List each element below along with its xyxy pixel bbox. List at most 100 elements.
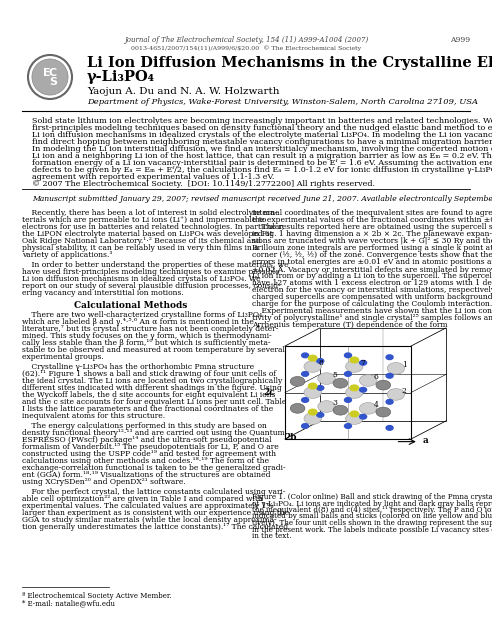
Text: formalism of Vanderbilt.¹⁵ The pseudopotentials for Li, P, and O are: formalism of Vanderbilt.¹⁵ The pseudopot… [22, 443, 279, 451]
Text: 8: 8 [318, 359, 323, 367]
Text: the inequivalent d(8) and c(4) sites,¹¹ respectively. The P and O ions are: the inequivalent d(8) and c(4) sites,¹¹ … [252, 506, 492, 514]
Circle shape [317, 358, 324, 364]
Text: Li ion and a neighboring Li ion of the host lattice, that can result in a migrat: Li ion and a neighboring Li ion of the h… [32, 152, 492, 160]
Text: In order to better understand the properties of these materials, we: In order to better understand the proper… [22, 261, 289, 269]
Circle shape [360, 403, 377, 414]
Text: Li ion diffusion mechanisms in idealized crystals of Li₃PO₄. We: Li ion diffusion mechanisms in idealized… [22, 275, 261, 283]
Circle shape [308, 383, 317, 389]
Text: literature,⁷ but its crystal structure has not been completely deter-: literature,⁷ but its crystal structure h… [22, 325, 278, 333]
Circle shape [333, 378, 348, 388]
Text: Experimental measurements have shown that the Li ion conduc-: Experimental measurements have shown tha… [252, 307, 492, 315]
Text: experimental values. The calculated values are approximately 1%: experimental values. The calculated valu… [22, 502, 274, 510]
Circle shape [304, 413, 321, 424]
Circle shape [302, 397, 308, 403]
Text: in the text.: in the text. [252, 532, 291, 540]
Text: 3: 3 [333, 399, 338, 407]
Text: stable to be observed and measured at room temperature by several: stable to be observed and measured at ro… [22, 346, 285, 355]
Circle shape [344, 372, 351, 376]
Text: tion generally underestimates the lattice constants).¹⁷ The calculated: tion generally underestimates the lattic… [22, 523, 288, 531]
Text: Oak Ridge National Laboratory.¹⋅² Because of its chemical and: Oak Ridge National Laboratory.¹⋅² Becaus… [22, 237, 261, 245]
Text: constructed using the USPP code¹⁹ and tested for agreement with: constructed using the USPP code¹⁹ and te… [22, 450, 276, 458]
Text: terials which are permeable to Li ions (Li⁺) and impermeable to: terials which are permeable to Li ions (… [22, 216, 266, 224]
Circle shape [360, 374, 377, 387]
Circle shape [304, 387, 321, 398]
Text: γ-Li₃PO₄: γ-Li₃PO₄ [87, 70, 155, 84]
Text: the experimental values of the fractional coordinates within ±0.004.: the experimental values of the fractiona… [252, 216, 492, 224]
Circle shape [350, 411, 359, 417]
Text: ±0.02 Å. Vacancy or interstitial defects are simulated by removing a: ±0.02 Å. Vacancy or interstitial defects… [252, 265, 492, 274]
Text: physical stability, it can be reliably used in very thin films in a: physical stability, it can be reliably u… [22, 244, 259, 252]
Text: electrons for use in batteries and related technologies. In particular,: electrons for use in batteries and relat… [22, 223, 284, 231]
Text: Arrhenius temperature (T) dependence of the form: Arrhenius temperature (T) dependence of … [252, 321, 448, 329]
Text: using XCrySDen²⁰ and OpenDX²¹ software.: using XCrySDen²⁰ and OpenDX²¹ software. [22, 478, 186, 486]
Text: The energy calculations performed in this study are based on: The energy calculations performed in thi… [22, 422, 267, 430]
Text: a: a [423, 436, 429, 445]
Circle shape [308, 355, 317, 361]
Text: calculations using other methods and codes.¹⁸⋅¹⁹ The form of the: calculations using other methods and cod… [22, 457, 269, 465]
Text: larger than experiment as is consistent with our experience using the: larger than experiment as is consistent … [22, 509, 289, 517]
Text: different sites indicated with different shadings in the figure. Using: different sites indicated with different… [22, 384, 282, 392]
Text: sions are truncated with wave vectors |k + G|² ≤ 30 Ry and the: sions are truncated with wave vectors |k… [252, 237, 492, 245]
Text: formation energy of a Li ion vacancy-interstitial pair is determined to be Eᶠ = : formation energy of a Li ion vacancy-int… [32, 159, 492, 167]
Text: ering vacancy and interstitial ion motions.: ering vacancy and interstitial ion motio… [22, 289, 184, 297]
Circle shape [317, 413, 324, 417]
Text: Brillouin zone integrals are performed using a single k point at the: Brillouin zone integrals are performed u… [252, 244, 492, 252]
Text: * E-mail: natalie@wfu.edu: * E-mail: natalie@wfu.edu [22, 599, 115, 607]
Text: mined. This study focuses on the γ form, which is thermodynami-: mined. This study focuses on the γ form,… [22, 332, 272, 340]
Text: Yaojun A. Du and N. A. W. Holzwarth: Yaojun A. Du and N. A. W. Holzwarth [87, 86, 279, 95]
Text: have used first-principles modeling techniques to examine possible: have used first-principles modeling tech… [22, 268, 279, 276]
Text: E: E [43, 68, 51, 78]
Text: Calculational Methods: Calculational Methods [74, 301, 187, 310]
Text: Figure 1. (Color online) Ball and stick drawing of the Pmna crystal structure: Figure 1. (Color online) Ball and stick … [252, 493, 492, 501]
Text: Journal of The Electrochemical Society, 154 (11) A999-A1004 (2007): Journal of The Electrochemical Society, … [124, 36, 368, 44]
Text: Li ion from or by adding a Li ion to the supercell. The supercells: Li ion from or by adding a Li ion to the… [252, 272, 492, 280]
Text: The results reported here are obtained using the supercell shown: The results reported here are obtained u… [252, 223, 492, 231]
Text: find direct hopping between neighboring metastable vacancy configurations to hav: find direct hopping between neighboring … [32, 138, 492, 146]
Text: 1: 1 [401, 361, 406, 369]
Text: first-principles modeling techniques based on density functional theory and the : first-principles modeling techniques bas… [32, 124, 492, 132]
Text: tivity of polycrystalline¹ and single crystal²⁵ samples follows an: tivity of polycrystalline¹ and single cr… [252, 314, 492, 322]
Text: I lists the lattice parameters and the fractional coordinates of the: I lists the lattice parameters and the f… [22, 405, 273, 413]
Text: For the perfect crystal, the lattice constants calculated using vari-: For the perfect crystal, the lattice con… [22, 488, 285, 496]
Text: A999: A999 [450, 36, 470, 44]
Text: GGA to study similar materials (while the local density approxima-: GGA to study similar materials (while th… [22, 516, 277, 524]
Text: 2b: 2b [284, 433, 297, 442]
Text: ESPRESSO (PWscf) package¹⁴ and the ultra-soft pseudopotential: ESPRESSO (PWscf) package¹⁴ and the ultra… [22, 436, 272, 444]
Circle shape [302, 353, 308, 358]
Circle shape [302, 372, 308, 376]
Text: 7: 7 [360, 359, 365, 367]
Circle shape [387, 362, 404, 374]
Text: variety of applications.³: variety of applications.³ [22, 251, 112, 259]
Text: Manuscript submitted January 29, 2007; revised manuscript received June 21, 2007: Manuscript submitted January 29, 2007; r… [32, 195, 492, 203]
Text: There are two well-characterized crystalline forms of Li₃PO₄: There are two well-characterized crystal… [22, 312, 262, 319]
Text: 5: 5 [333, 371, 337, 380]
Text: agreement with reported experimental values of 1.1-1.3 eV.: agreement with reported experimental val… [32, 173, 275, 181]
Circle shape [344, 397, 351, 403]
Text: in the present work. The labels indicate possible Li vacancy sites explained: in the present work. The labels indicate… [252, 525, 492, 534]
Text: electron for the vacancy or interstitial simulations, respectively. The: electron for the vacancy or interstitial… [252, 286, 492, 294]
Circle shape [308, 409, 317, 415]
Circle shape [387, 388, 404, 400]
Circle shape [344, 424, 351, 428]
Text: the ideal crystal. The Li ions are located on two crystallographically: the ideal crystal. The Li ions are locat… [22, 377, 282, 385]
Text: Recently, there has been a lot of interest in solid electrolyte ma-: Recently, there has been a lot of intere… [22, 209, 277, 217]
Text: charged supercells are compensated with uniform background: charged supercells are compensated with … [252, 293, 492, 301]
Text: Li ion diffusion mechanisms in idealized crystals of the electrolyte material Li: Li ion diffusion mechanisms in idealized… [32, 131, 492, 139]
Text: (62).¹¹ Figure 1 shows a ball and stick drawing of four unit cells of: (62).¹¹ Figure 1 shows a ball and stick … [22, 370, 276, 378]
Circle shape [350, 357, 359, 363]
Text: which are labeled β and γ.⁴⋅⁵⋅⁶ An α form is mentioned in the: which are labeled β and γ.⁴⋅⁵⋅⁶ An α for… [22, 319, 254, 326]
Circle shape [28, 55, 72, 99]
Circle shape [345, 413, 363, 424]
Text: the Wyckoff labels, the d site accounts for eight equivalent Li ions: the Wyckoff labels, the d site accounts … [22, 391, 276, 399]
Circle shape [386, 399, 393, 404]
Text: internal coordinates of the inequivalent sites are found to agree with: internal coordinates of the inequivalent… [252, 209, 492, 217]
Text: 2c: 2c [264, 388, 276, 397]
Circle shape [290, 376, 305, 387]
Circle shape [345, 361, 363, 372]
Text: of γ-Li₃PO₄. Li ions are indicated by light and dark gray balls representing: of γ-Li₃PO₄. Li ions are indicated by li… [252, 499, 492, 508]
Text: 0013-4651/2007/154(11)/A999/6/$20.00  © The Electrochemical Society: 0013-4651/2007/154(11)/A999/6/$20.00 © T… [131, 45, 361, 51]
Text: ª Electrochemical Society Active Member.: ª Electrochemical Society Active Member. [22, 592, 172, 600]
Text: density functional theory¹²⋅¹³ and are carried out using the Quantum: density functional theory¹²⋅¹³ and are c… [22, 429, 285, 437]
Text: Li Ion Diffusion Mechanisms in the Crystalline Electrolyte: Li Ion Diffusion Mechanisms in the Cryst… [87, 56, 492, 70]
Circle shape [376, 407, 391, 417]
